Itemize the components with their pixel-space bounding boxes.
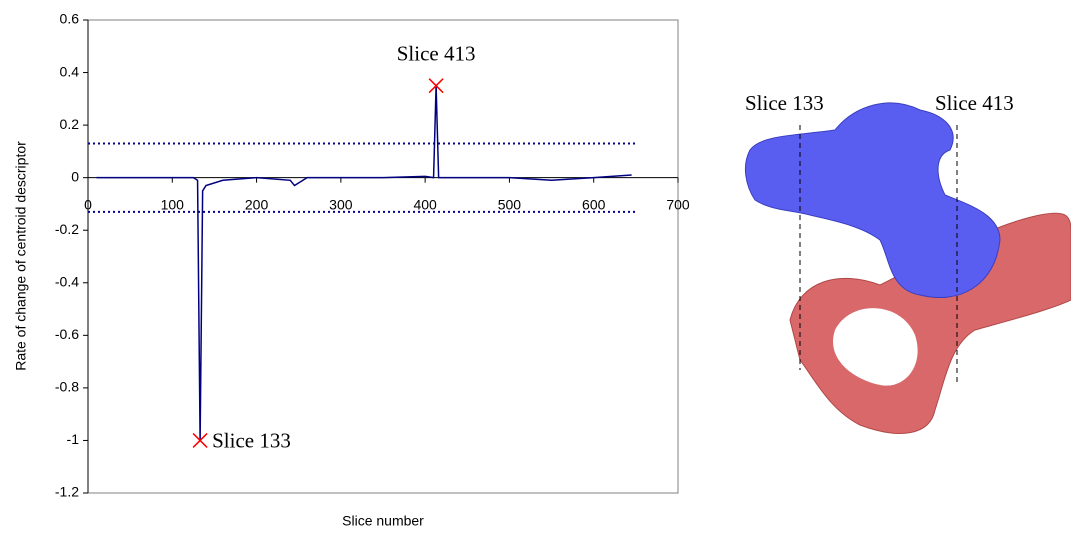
slice-label: Slice 413 — [935, 91, 1014, 115]
y-tick-label: -0.2 — [55, 221, 79, 237]
x-axis-label: Slice number — [342, 513, 424, 529]
x-tick-label: 500 — [498, 196, 522, 212]
x-tick-label: 100 — [161, 196, 185, 212]
plot-area — [88, 20, 678, 493]
slice-label: Slice 133 — [745, 91, 824, 115]
x-tick-label: 400 — [413, 196, 437, 212]
y-tick-label: -1.2 — [55, 484, 79, 500]
x-tick-label: 0 — [84, 196, 92, 212]
y-tick-label: -0.4 — [55, 273, 79, 289]
figure: Rate of change of centroid descriptor Sl… — [0, 0, 1071, 536]
y-tick-label: 0.6 — [60, 11, 80, 27]
y-tick-label: -0.6 — [55, 326, 79, 342]
marker-label: Slice 413 — [397, 42, 476, 66]
x-tick-label: 700 — [666, 196, 690, 212]
x-tick-label: 600 — [582, 196, 606, 212]
x-tick-label: 200 — [245, 196, 269, 212]
y-tick-label: -0.8 — [55, 379, 79, 395]
x-tick-label: 300 — [329, 196, 353, 212]
data-line — [96, 86, 631, 441]
marker-label: Slice 133 — [212, 428, 291, 452]
y-tick-label: 0.4 — [60, 63, 80, 79]
illustration: Slice 133 Slice 413 — [745, 91, 1071, 434]
femur — [745, 103, 1000, 298]
y-tick-label: 0 — [71, 168, 79, 184]
y-axis-label: Rate of change of centroid descriptor — [13, 141, 29, 371]
y-tick-label: 0.2 — [60, 116, 80, 132]
y-tick-label: -1 — [67, 431, 80, 447]
